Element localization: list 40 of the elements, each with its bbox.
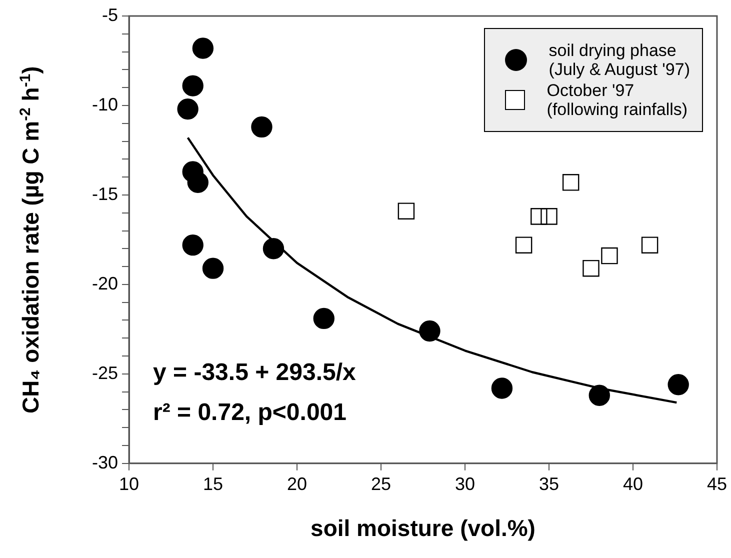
annotation: y = -33.5 + 293.5/x: [153, 359, 356, 388]
x-tick-label: 25: [370, 474, 392, 494]
point: [182, 75, 204, 96]
legend-label: October '97 (following rainfalls): [546, 81, 688, 119]
point: [530, 208, 548, 225]
point: [668, 374, 689, 396]
y-tick-label: -5: [102, 4, 118, 25]
point: [515, 236, 532, 254]
legend-label: soil drying phase (July & August '97): [548, 41, 690, 79]
point: [641, 236, 658, 254]
x-tick-label: 20: [286, 474, 308, 494]
point: [187, 172, 208, 194]
point: [540, 208, 558, 225]
x-tick-label: 15: [202, 474, 224, 494]
point: [588, 384, 610, 406]
x-axis-title: soil moisture (vol.%): [310, 515, 536, 542]
y-tick-label: -25: [92, 362, 118, 383]
x-tick-label: 35: [538, 474, 560, 494]
y-tick-label: -20: [92, 273, 118, 294]
x-tick-label: 10: [119, 474, 140, 494]
point: [251, 116, 272, 138]
point: [202, 258, 224, 279]
annotation: r² = 0.72, p<0.001: [153, 399, 346, 428]
point: [177, 98, 198, 120]
y-tick-label: -30: [92, 452, 118, 472]
point: [313, 308, 334, 330]
point: [419, 320, 440, 342]
y-tick-label: -15: [92, 184, 118, 204]
y-tick-label: -10: [92, 94, 118, 114]
point: [192, 38, 214, 59]
x-tick-label: 30: [454, 474, 476, 494]
point: [562, 174, 580, 191]
point: [262, 238, 284, 260]
x-tick-label: 45: [706, 474, 728, 494]
point: [601, 247, 618, 264]
x-tick-label: 40: [622, 474, 644, 494]
point: [582, 260, 600, 277]
point: [182, 234, 204, 256]
point: [398, 202, 415, 220]
point: [491, 378, 513, 399]
